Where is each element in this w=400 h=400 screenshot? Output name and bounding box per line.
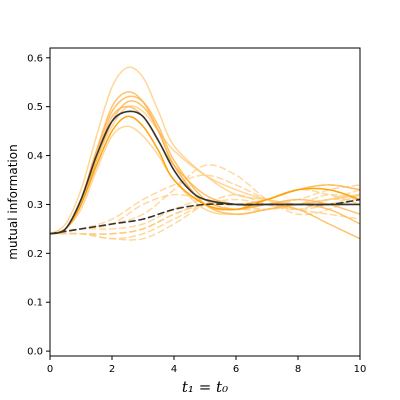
x-tick-label: 4 xyxy=(171,364,177,375)
x-tick-label: 8 xyxy=(295,364,301,375)
y-tick-label: 0.3 xyxy=(27,200,43,211)
series-line-8 xyxy=(50,115,360,235)
y-tick-label: 0.6 xyxy=(27,53,43,64)
mean-dashed-line xyxy=(50,198,360,235)
series-line-14 xyxy=(50,174,360,235)
x-tick-label: 10 xyxy=(354,364,367,375)
y-axis-label: mutual information xyxy=(6,144,20,259)
series-line-4 xyxy=(50,100,360,235)
x-tick-label: 6 xyxy=(233,364,239,375)
y-tick-label: 0.2 xyxy=(27,249,43,260)
y-tick-label: 0.4 xyxy=(27,151,43,162)
x-tick-label: 0 xyxy=(47,364,53,375)
y-tick-label: 0.1 xyxy=(27,298,43,309)
y-tick-label: 0.0 xyxy=(27,347,43,358)
x-tick-label: 2 xyxy=(109,364,115,375)
series-group xyxy=(50,66,360,241)
x-axis-label: t₁ = t₀ xyxy=(182,378,228,396)
plot-frame xyxy=(49,47,361,357)
series-line-3 xyxy=(50,125,360,235)
y-tick-label: 0.5 xyxy=(27,102,43,113)
series-line-5 xyxy=(50,95,360,240)
series-line-12 xyxy=(50,189,360,241)
